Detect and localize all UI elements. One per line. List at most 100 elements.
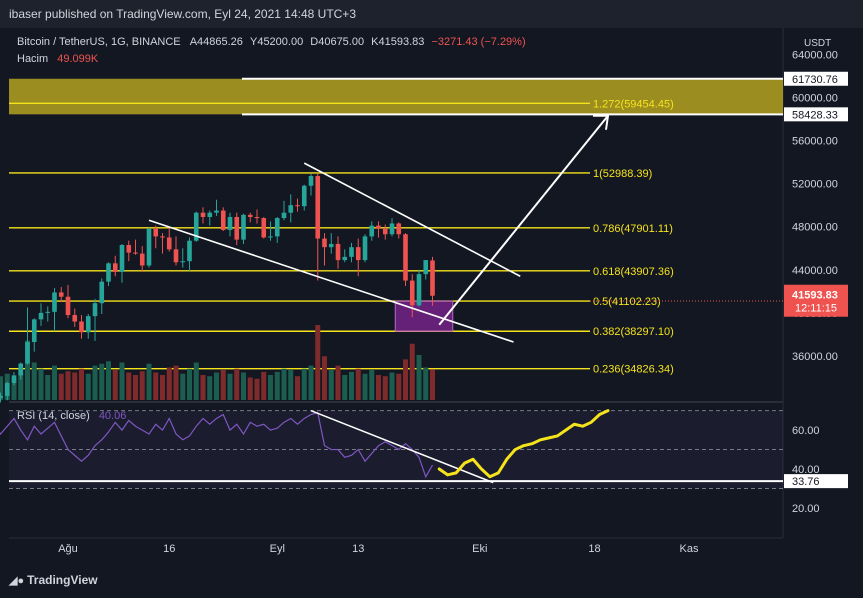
symbol-legend: Bitcoin / TetherUS, 1G, BINANCE A44865.2… <box>17 36 526 48</box>
volume-bar <box>322 356 327 400</box>
footer-brand[interactable]: ◢● TradingView <box>9 573 98 587</box>
candle-body <box>261 218 267 238</box>
candle-body <box>112 263 118 272</box>
time-tick-label: 18 <box>588 543 600 555</box>
volume-bar <box>180 373 186 400</box>
volume-bar <box>18 370 24 400</box>
volume-label: Hacim <box>17 53 49 65</box>
volume-bar <box>106 361 111 400</box>
candle-body <box>416 274 422 306</box>
candle-body <box>301 185 307 207</box>
candle-body <box>227 217 233 230</box>
candle-body <box>234 217 240 240</box>
volume-bar <box>72 372 78 400</box>
price-tick-label: 56000.00 <box>792 136 838 148</box>
time-tick-label: 13 <box>352 543 364 555</box>
projection-arrow-head <box>593 114 610 130</box>
fib-level-label: 0.786(47901.11) <box>593 223 673 235</box>
candle-body <box>45 311 51 313</box>
candle-body <box>85 316 91 333</box>
volume-bar <box>423 367 429 400</box>
volume-bar <box>85 373 91 400</box>
volume-bar <box>45 375 51 400</box>
brand-name: TradingView <box>27 573 98 587</box>
volume-bar <box>200 375 206 400</box>
candle-body <box>342 256 348 261</box>
volume-bar <box>187 368 192 400</box>
volume-bar <box>79 368 84 400</box>
candle-body <box>355 247 361 261</box>
volume-bar <box>288 370 294 400</box>
candle-body <box>11 375 17 383</box>
candle-body <box>382 228 388 235</box>
candle-body <box>274 218 280 237</box>
volume-bar <box>349 371 354 400</box>
rsi-tick-label: 60.00 <box>792 425 820 437</box>
price-label: 61730.76 <box>792 74 838 86</box>
volume-bar <box>335 365 341 400</box>
candle-body <box>119 245 125 272</box>
candle-body <box>409 280 415 306</box>
price-tick-label: 48000.00 <box>792 222 838 234</box>
volume-bar <box>362 373 368 400</box>
volume-value: 49.099K <box>57 53 99 65</box>
time-tick-label: Eki <box>472 543 487 555</box>
price-tick-label: 44000.00 <box>792 265 838 277</box>
last-price-label: 41593.83 <box>792 290 838 302</box>
candle-body <box>295 205 300 207</box>
tradingview-logo-icon: ◢● <box>9 575 25 587</box>
volume-bar <box>328 370 334 400</box>
volume-bar <box>308 365 314 400</box>
candle-body <box>173 249 179 263</box>
candle-body <box>430 260 435 296</box>
candle-body <box>268 236 273 238</box>
rsi-value: 40.06 <box>98 410 127 422</box>
currency-label: USDT <box>804 38 831 49</box>
candle-body <box>18 363 24 376</box>
volume-bar <box>416 355 422 400</box>
volume-bar <box>214 372 219 400</box>
volume-bar <box>369 370 375 400</box>
rsi-support-label: 33.76 <box>792 476 820 488</box>
candle-body <box>153 228 159 237</box>
volume-bar <box>389 372 395 400</box>
fib-level-label: 1.272(59454.45) <box>593 98 674 110</box>
candle-body <box>288 205 294 213</box>
volume-bar <box>193 362 199 400</box>
candle-body <box>214 210 219 213</box>
volume-bar <box>0 376 3 400</box>
channel-trendline <box>148 219 514 343</box>
candle-body <box>72 315 78 322</box>
volume-bar <box>112 370 118 400</box>
candle-body <box>220 210 226 230</box>
price-label-badge <box>784 71 848 86</box>
countdown-timer: 12:11:15 <box>795 303 837 315</box>
volume-bar <box>166 367 172 400</box>
candle-body <box>58 292 64 297</box>
candle-body <box>362 236 368 261</box>
price-tick-label: 64000.00 <box>792 49 838 61</box>
candle-body <box>99 281 105 304</box>
price-change: −3271.43 (−7.29%) <box>431 36 526 48</box>
candle-body <box>322 238 327 248</box>
volume-bar <box>38 368 44 400</box>
volume-bar <box>342 375 348 400</box>
time-tick-label: Eyl <box>270 543 285 555</box>
candle-body <box>349 247 354 257</box>
candle-body <box>423 260 429 275</box>
volume-bar <box>126 372 132 400</box>
candle-body <box>369 225 375 237</box>
candle-body <box>79 321 84 333</box>
volume-legend: Hacim 49.099K <box>17 53 98 65</box>
volume-bar <box>281 368 287 400</box>
projection-arrow-line <box>438 115 609 326</box>
volume-bar <box>31 362 37 400</box>
symbol-name: Bitcoin / TetherUS, 1G, BINANCE <box>17 36 181 48</box>
candle-body <box>389 223 395 235</box>
volume-bar <box>355 368 361 400</box>
candle-body <box>247 214 253 218</box>
volume-bar <box>146 363 152 400</box>
last-price-badge <box>784 284 848 317</box>
candle-body <box>254 217 260 219</box>
